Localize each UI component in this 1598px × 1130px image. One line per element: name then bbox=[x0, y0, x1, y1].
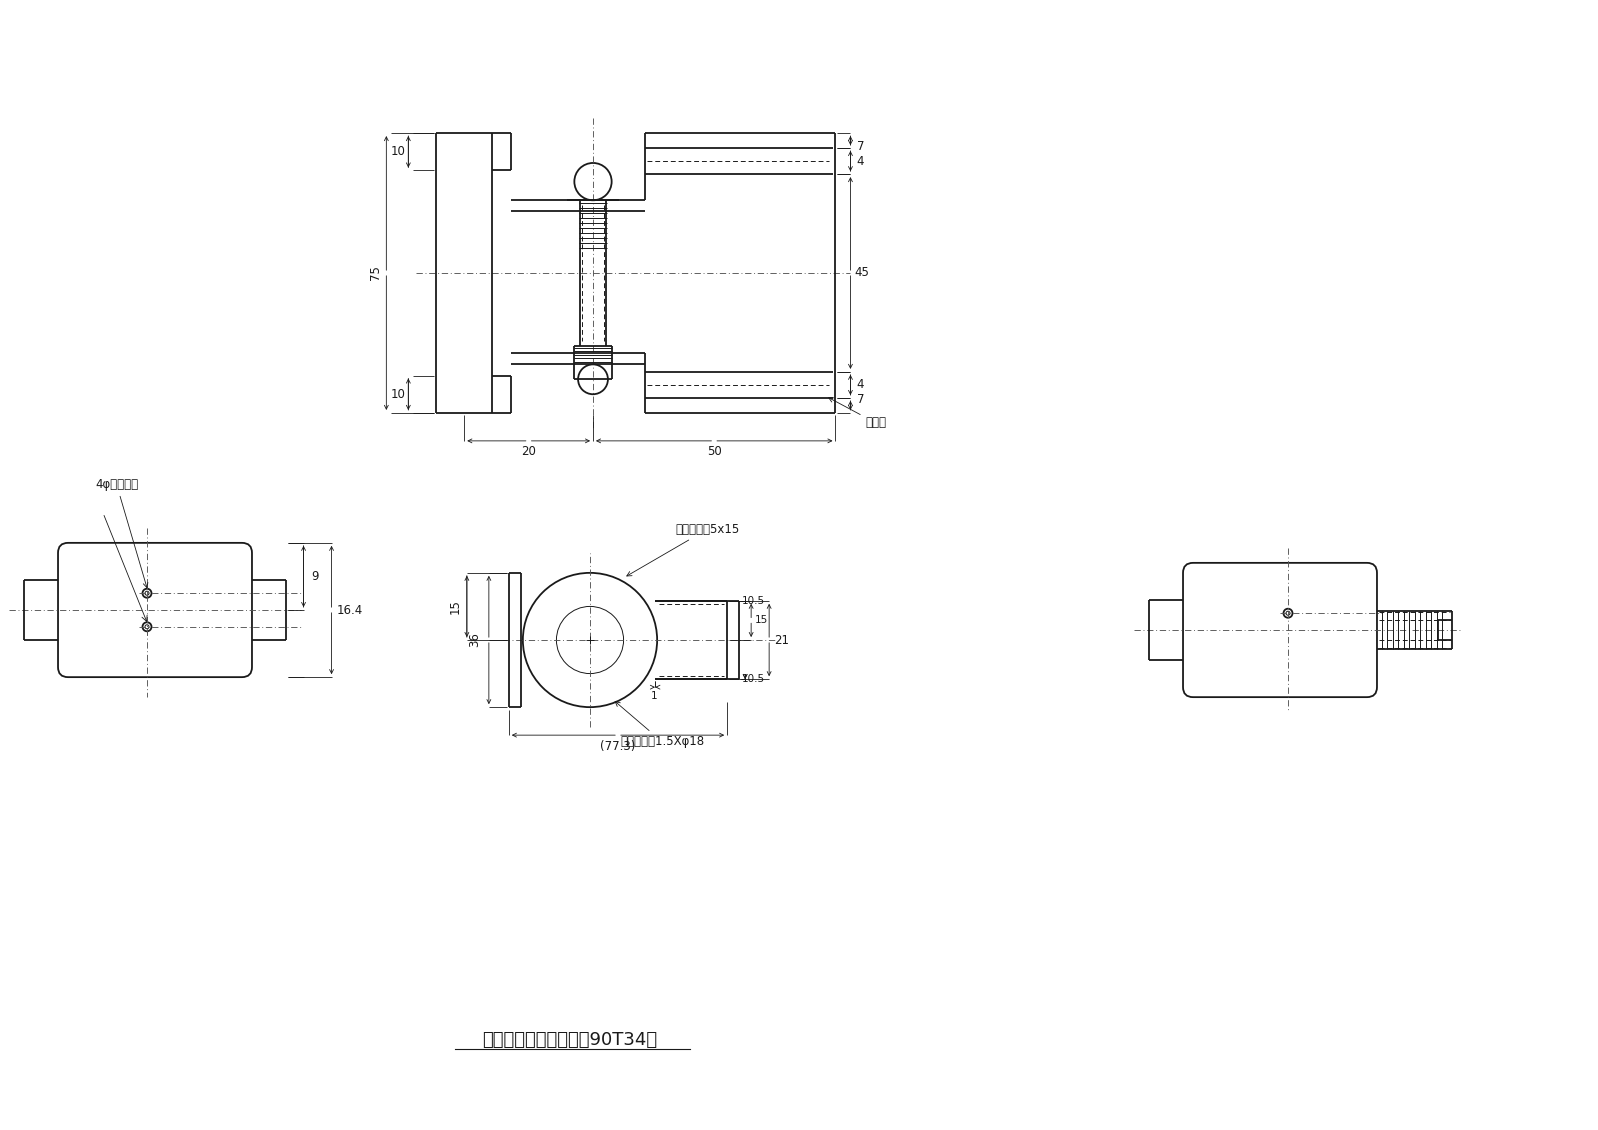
Text: 36: 36 bbox=[468, 633, 481, 647]
Text: 21: 21 bbox=[773, 634, 789, 646]
Text: レバー: レバー bbox=[829, 398, 887, 429]
Text: 7: 7 bbox=[857, 393, 865, 407]
Text: 15: 15 bbox=[449, 599, 462, 614]
Text: 10.5: 10.5 bbox=[741, 596, 765, 606]
Text: 10: 10 bbox=[392, 388, 406, 401]
Text: 50: 50 bbox=[706, 445, 722, 459]
Text: 4: 4 bbox=[857, 155, 865, 167]
Text: 16.4: 16.4 bbox=[337, 603, 363, 617]
Text: 45: 45 bbox=[853, 267, 869, 279]
Text: 9: 9 bbox=[310, 570, 318, 583]
Text: 10.5: 10.5 bbox=[741, 675, 765, 684]
Text: ワッシャ大1.5Xφ18: ワッシャ大1.5Xφ18 bbox=[615, 702, 705, 748]
Text: 4φ座堀穴付: 4φ座堀穴付 bbox=[94, 478, 149, 588]
Text: 4: 4 bbox=[857, 379, 865, 391]
Text: トラスネジ5x15: トラスネジ5x15 bbox=[626, 523, 740, 576]
Text: 10: 10 bbox=[392, 146, 406, 158]
Text: 75: 75 bbox=[369, 266, 382, 280]
Text: 7: 7 bbox=[857, 140, 865, 153]
Text: (77.3): (77.3) bbox=[601, 740, 636, 753]
Text: 15: 15 bbox=[754, 616, 767, 625]
Text: 20: 20 bbox=[521, 445, 535, 459]
Text: 間仕切ロック片開　（90T34）: 間仕切ロック片開 （90T34） bbox=[483, 1031, 657, 1049]
Text: 1: 1 bbox=[650, 692, 657, 701]
